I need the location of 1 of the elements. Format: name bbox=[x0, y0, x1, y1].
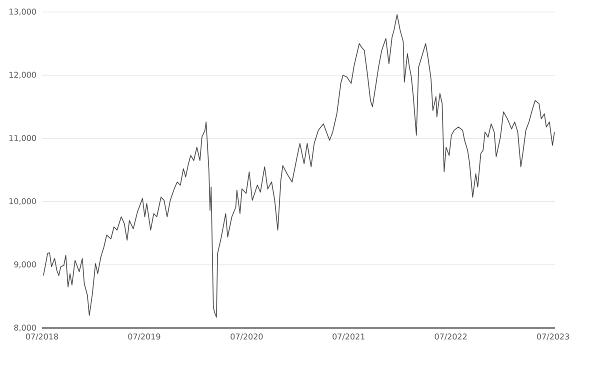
line-series bbox=[43, 14, 555, 318]
